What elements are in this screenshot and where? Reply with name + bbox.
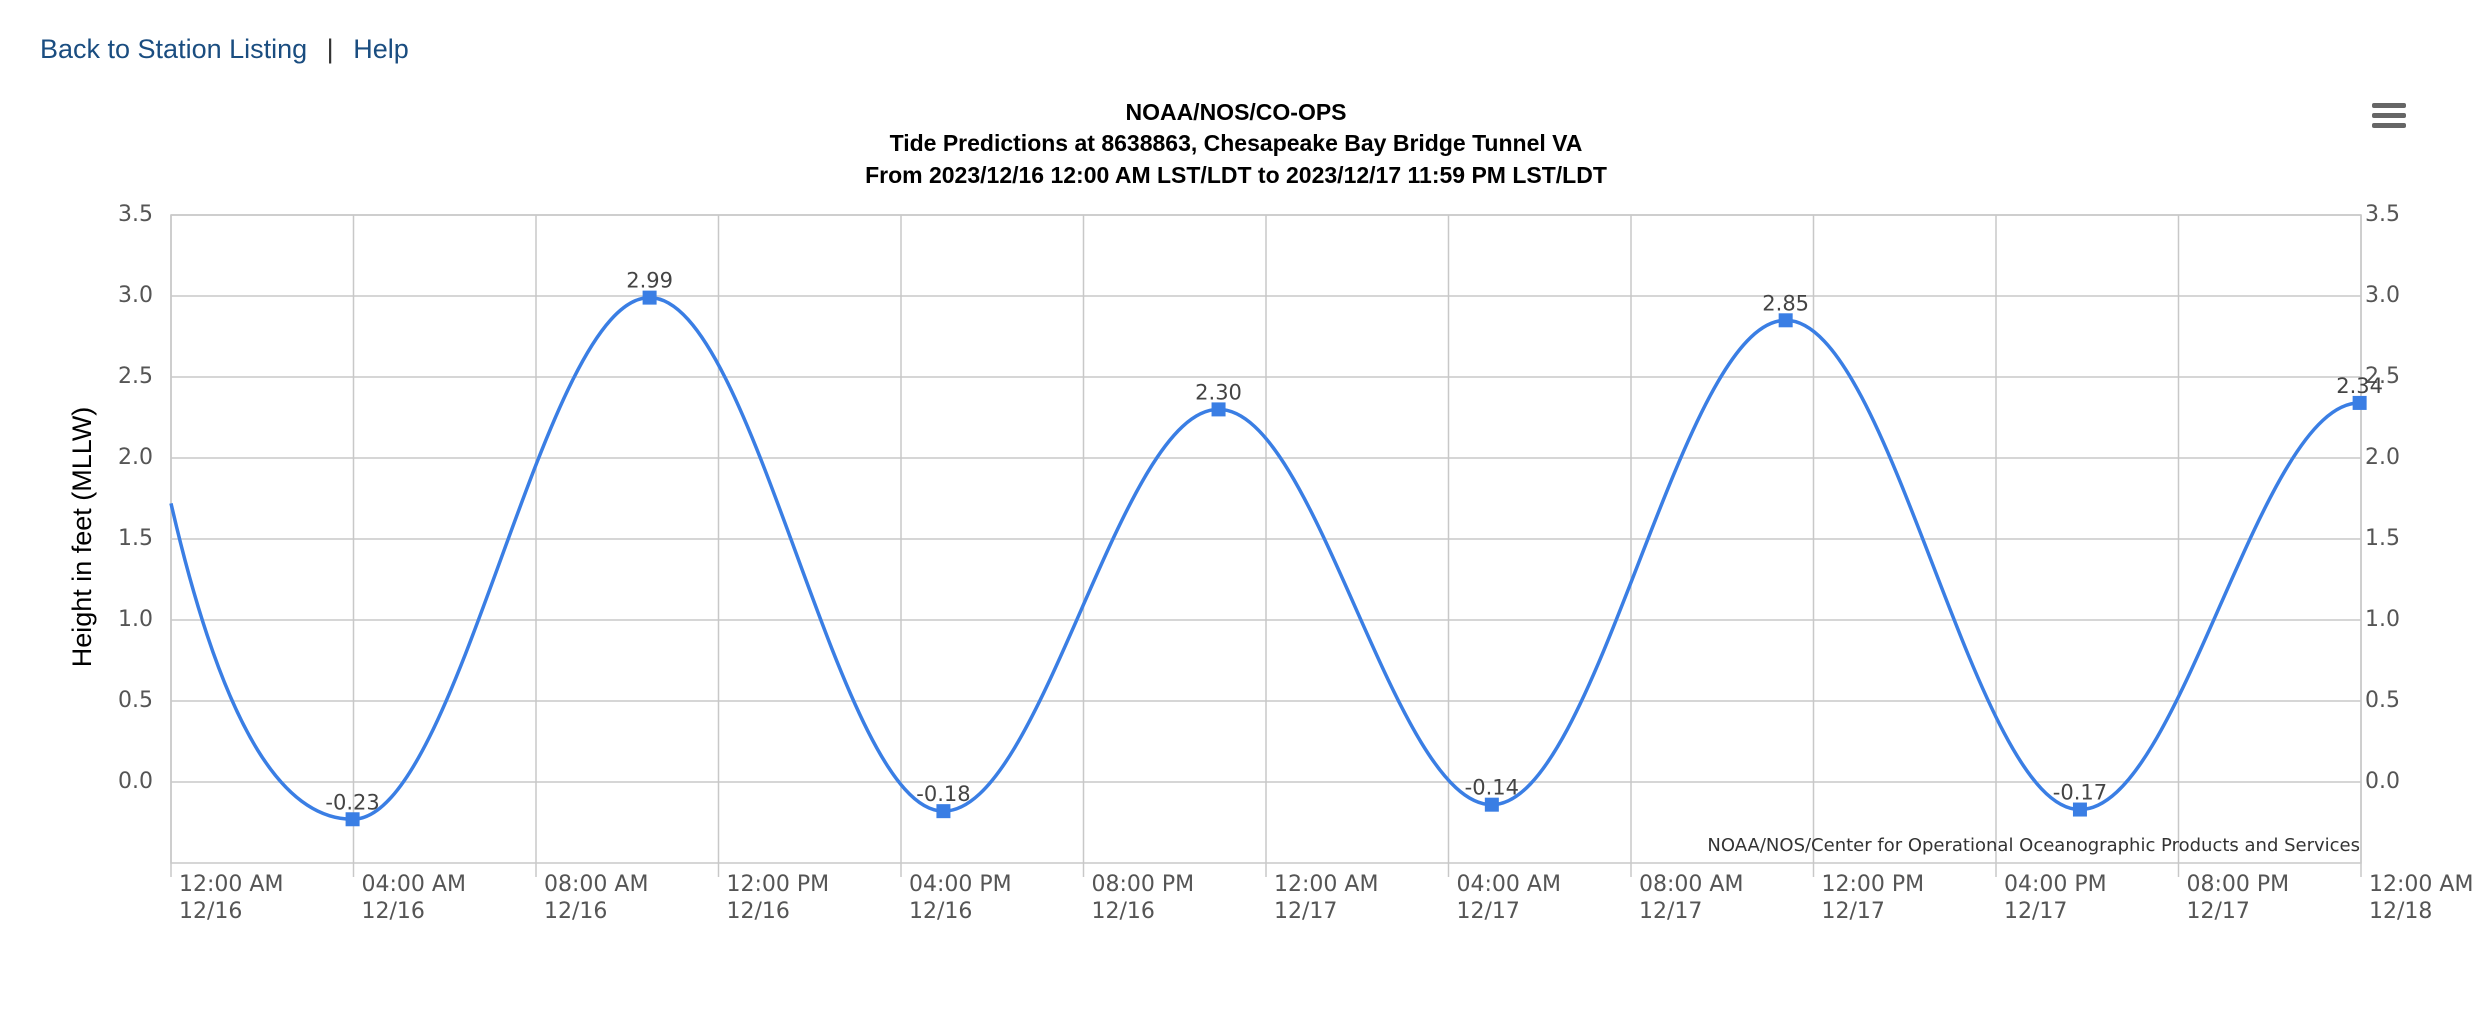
y-tick-label: 2.5 [118,364,153,389]
x-tick-label: 12:00 PM 12/17 [1822,872,1925,924]
chart-subtitle: From 2023/12/16 12:00 AM LST/LDT to 2023… [865,162,1607,188]
y-tick-label: 2.5 [2365,364,2400,389]
y-tick-label: 1.5 [118,526,153,551]
data-label: -0.14 [1465,776,1519,800]
data-label: -0.18 [916,782,970,806]
chart: NOAA/NOS/CO-OPS Tide Predictions at 8638… [67,99,2473,924]
point-marker [1484,797,1499,812]
x-tick-label: 08:00 PM 12/17 [2187,872,2290,924]
y-axis-title: Height in feet (MLLW) [67,407,97,668]
menu-bar [2372,103,2406,108]
x-tick-label: 04:00 AM 12/17 [1457,872,1561,924]
y-tick-label: 2.0 [118,445,153,470]
point-marker [936,804,951,819]
x-tick-label: 04:00 PM 12/16 [909,872,1012,924]
x-tick-label: 12:00 AM 12/16 [179,872,283,924]
separator: | [326,34,334,64]
point-marker [2352,395,2367,410]
point-marker [1211,402,1226,417]
x-tick-label: 08:00 AM 12/16 [544,872,648,924]
chart-subtitle: Tide Predictions at 8638863, Chesapeake … [890,130,1583,156]
chart-title: NOAA/NOS/CO-OPS [1125,99,1346,125]
data-label: 2.34 [2336,374,2383,398]
y-tick-label: 0.5 [118,688,153,713]
y-tick-label: 3.0 [118,283,153,308]
y-tick-label: 1.0 [118,607,153,632]
data-label: 2.85 [1762,291,1809,315]
x-tick-label: 04:00 AM 12/16 [362,872,466,924]
credit: NOAA/NOS/Center for Operational Oceanogr… [1707,835,2360,856]
data-label: 2.30 [1195,380,1242,404]
data-label: 2.99 [626,269,673,293]
x-tick-label: 12:00 AM 12/18 [2369,872,2473,924]
y-tick-label: 1.5 [2365,526,2400,551]
point-marker [2072,802,2087,817]
y-tick-label: 3.5 [118,202,153,227]
y-tick-label: 2.0 [2365,445,2400,470]
point-marker [642,290,657,305]
menu-bar [2372,113,2406,118]
menu-button[interactable] [2372,103,2406,128]
grid [170,214,2362,877]
y-tick-label: 0.5 [2365,688,2400,713]
page: Back to Station Listing | Help NOAA/NOS/… [40,34,2474,924]
data-label: -0.23 [325,790,379,814]
point-marker [1778,313,1793,328]
y-tick-label: 1.0 [2365,607,2400,632]
nav: Back to Station Listing | Help [40,34,421,65]
y-tick-label: 0.0 [2365,769,2400,794]
y-tick-label: 3.0 [2365,283,2400,308]
menu-bar [2372,123,2406,128]
y-tick-label: 0.0 [118,769,153,794]
x-tick-label: 12:00 PM 12/16 [727,872,830,924]
point-marker [345,812,360,827]
nav-link[interactable]: Back to Station Listing [40,34,308,64]
y-tick-label: 3.5 [2365,202,2400,227]
nav-link[interactable]: Help [353,34,409,64]
data-label: -0.17 [2053,781,2107,805]
x-tick-label: 04:00 PM 12/17 [2004,872,2107,924]
x-tick-label: 08:00 AM 12/17 [1639,872,1743,924]
x-tick-label: 08:00 PM 12/16 [1092,872,1195,924]
x-tick-label: 12:00 AM 12/17 [1274,872,1378,924]
